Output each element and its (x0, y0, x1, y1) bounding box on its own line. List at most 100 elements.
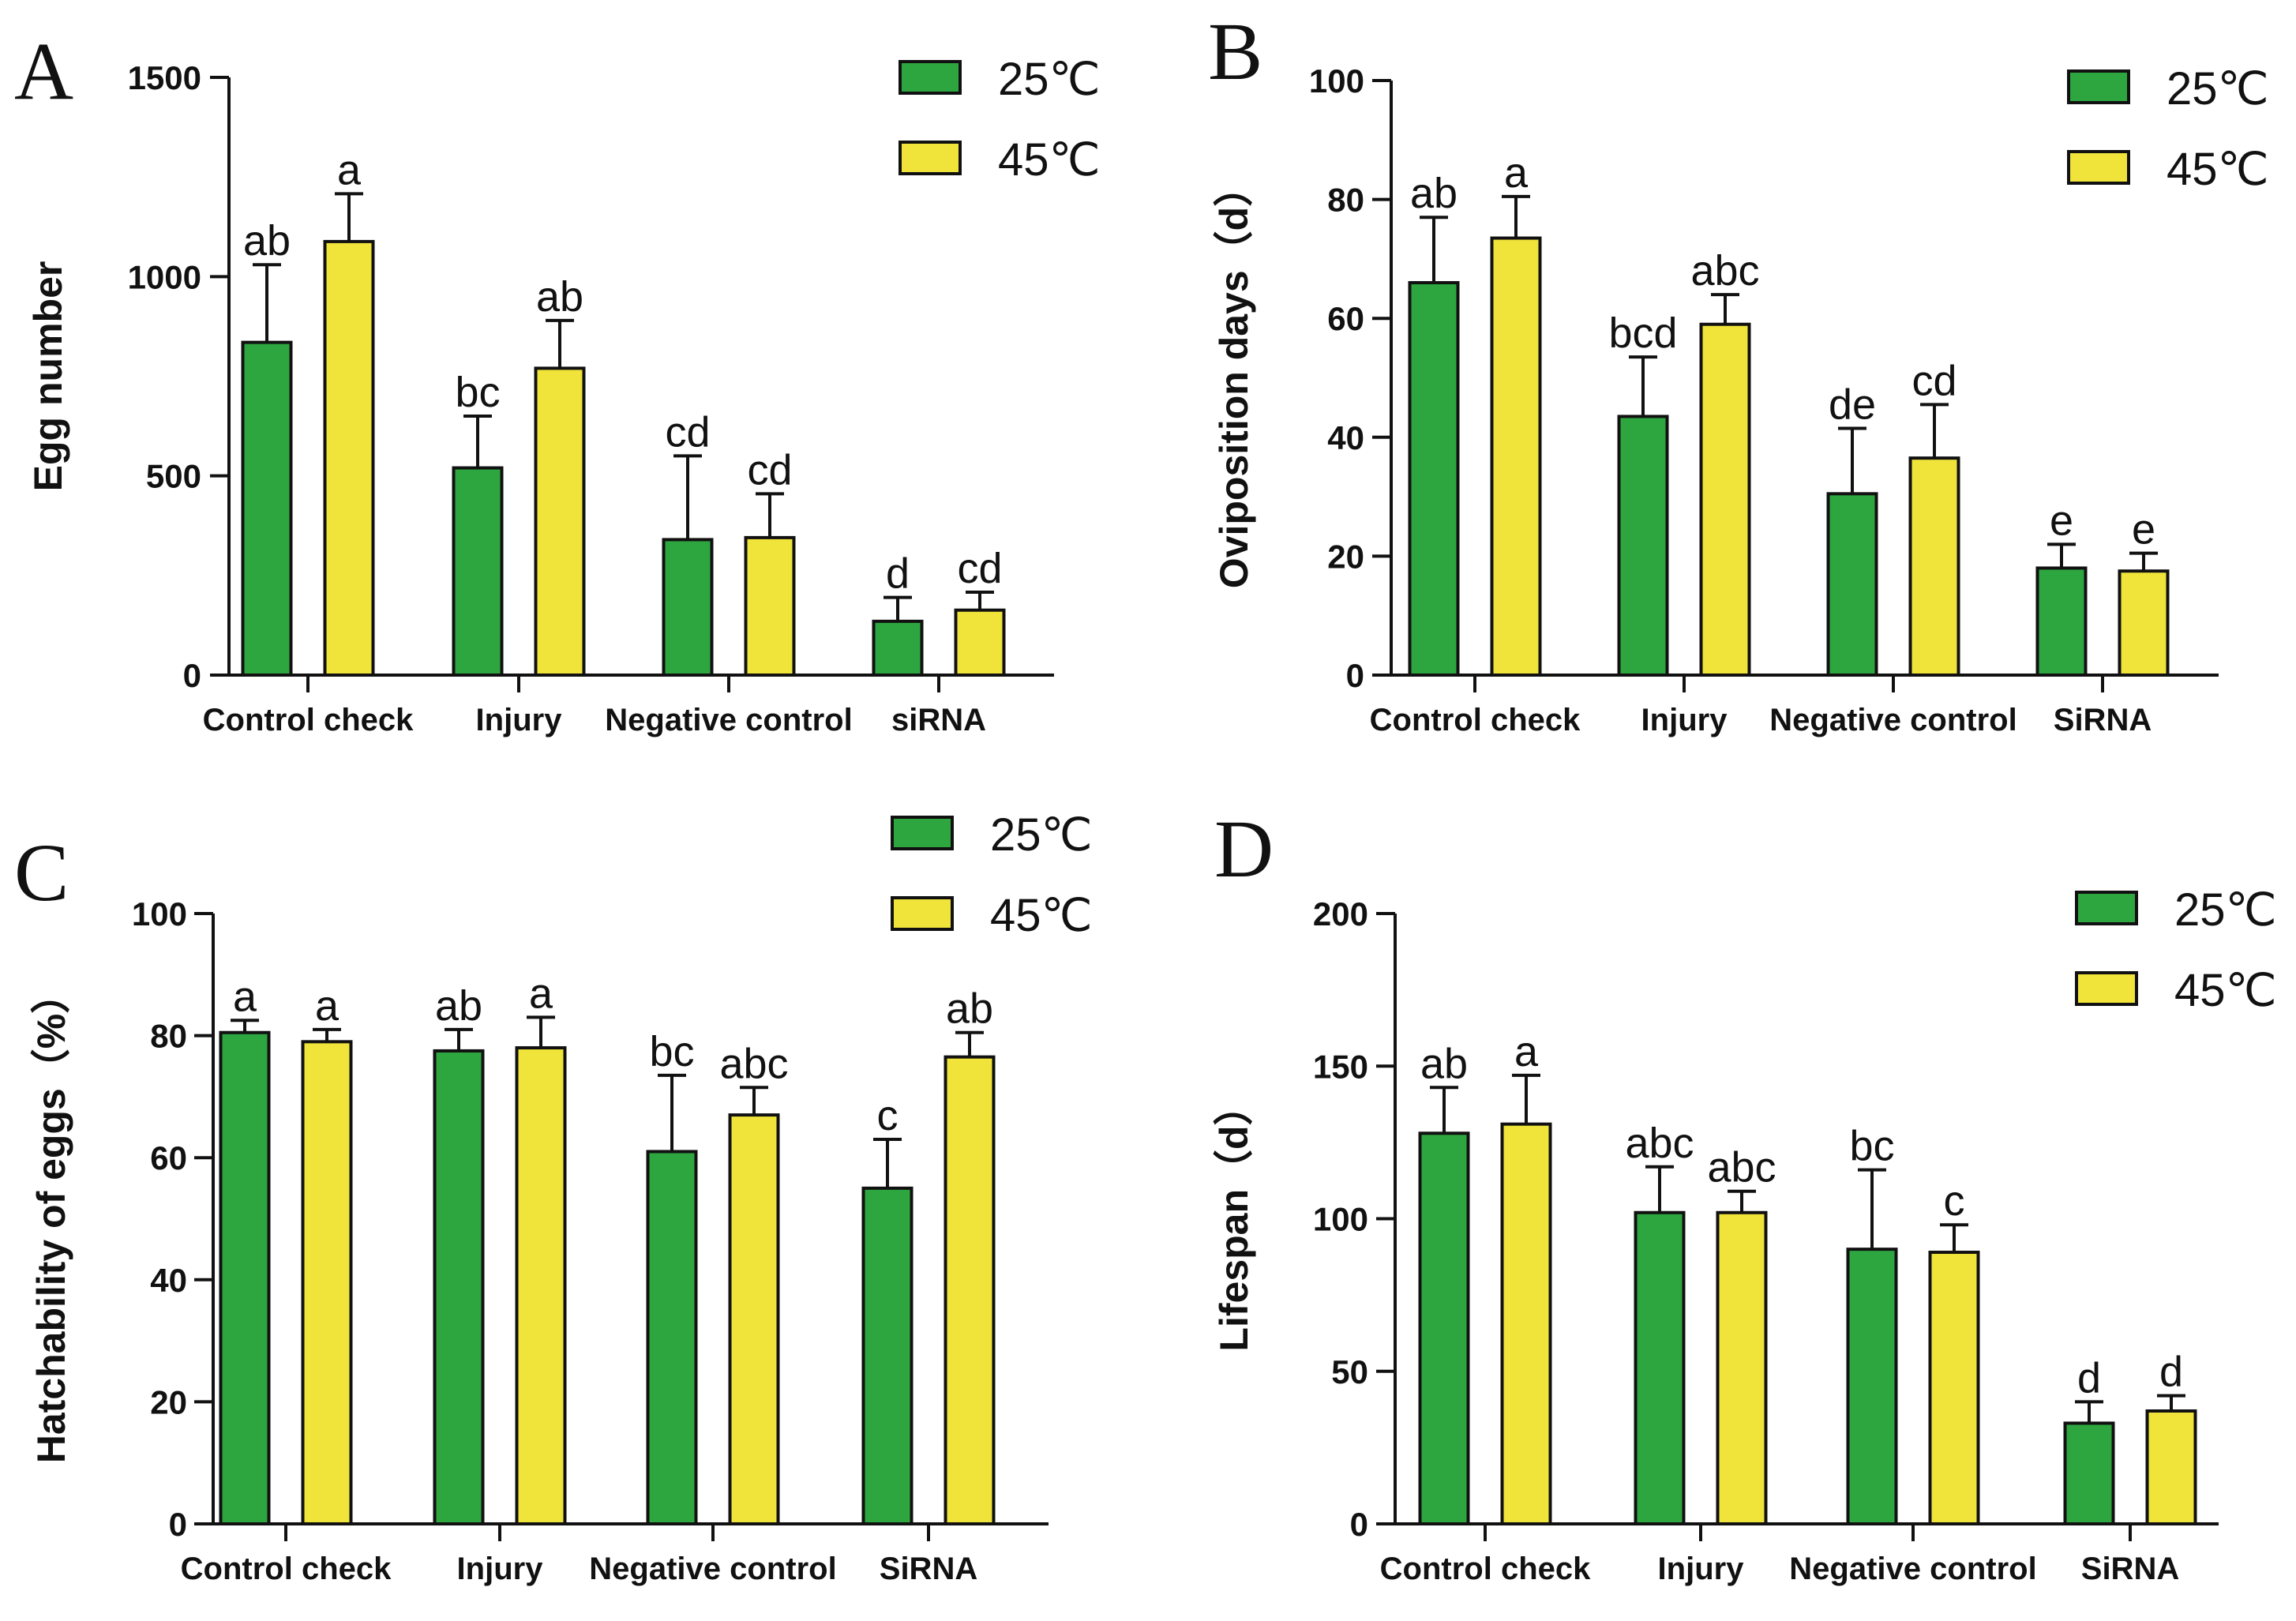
y-tick-label: 0 (169, 1506, 187, 1543)
y-tick-label: 80 (150, 1018, 187, 1055)
legend-label: 25℃ (2167, 63, 2269, 114)
bar (323, 239, 375, 677)
panel-c: C Hatchability of eggs（%） 0 20 40 60 80 100 Cont… (14, 809, 1093, 1586)
y-tick-label: 40 (1327, 419, 1364, 456)
significance-label: abc (1690, 247, 1759, 295)
y-tick-label: 0 (183, 657, 201, 694)
y-tick-label: 60 (1327, 300, 1364, 337)
bar (241, 340, 293, 677)
significance-label: a (529, 970, 553, 1017)
legend-swatch (891, 896, 954, 931)
significance-label: d (2159, 1349, 2183, 1396)
x-tick-label: Negative control (605, 703, 852, 737)
legend-label: 45℃ (990, 890, 1093, 941)
legend-label: 25℃ (998, 54, 1101, 105)
legend-swatch (2075, 971, 2138, 1006)
y-tick-label: 100 (132, 895, 187, 932)
panel-letter: D (1214, 804, 1274, 895)
panel-letter: A (14, 26, 73, 117)
x-tick-label: siRNA (891, 703, 986, 737)
significance-label: cd (1911, 357, 1956, 404)
x-tick-label: Injury (1658, 1552, 1745, 1586)
significance-label: d (2077, 1354, 2101, 1401)
x-tick-label: Negative control (589, 1552, 836, 1586)
panel-letter: C (14, 827, 69, 918)
panel-b: B Oviposition days（d） 0 20 40 60 80 100 Control … (1208, 6, 2269, 737)
significance-label: bc (649, 1028, 694, 1075)
legend-swatch (2067, 150, 2130, 185)
legend-label: 45℃ (2174, 965, 2277, 1016)
x-tick-label: Control check (1380, 1552, 1591, 1586)
panel-d: D Lifespan（d） 0 50 100 150 200 Control check Inj… (1212, 804, 2277, 1586)
bar (1418, 1131, 1470, 1526)
legend-swatch (899, 60, 962, 95)
panel-a: A Egg number 0 500 1000 1500 Control check Inju… (14, 26, 1101, 737)
x-tick-label: Control check (181, 1552, 392, 1586)
significance-label: bcd (1608, 310, 1677, 357)
legend-swatch (2067, 69, 2130, 104)
bar (954, 608, 1006, 677)
significance-label: ab (946, 985, 993, 1033)
bar (301, 1040, 353, 1525)
bar (534, 366, 586, 677)
bar (1826, 492, 1878, 677)
x-tick-label: Injury (476, 703, 563, 737)
significance-label: c (877, 1092, 899, 1139)
y-tick-label: 60 (150, 1139, 187, 1176)
y-tick-label: 0 (1346, 657, 1364, 694)
significance-label: a (315, 982, 340, 1030)
legend: 25℃ 45℃ (2075, 884, 2277, 1016)
bar (2118, 569, 2170, 677)
y-tick-label: 200 (1313, 895, 1368, 932)
y-tick-label: 100 (1313, 1201, 1368, 1238)
bar (2063, 1421, 2115, 1525)
significance-label: de (1829, 381, 1876, 429)
bar (515, 1046, 567, 1526)
bar (1846, 1248, 1898, 1526)
legend: 25℃ 45℃ (2067, 63, 2269, 195)
bar (1500, 1122, 1552, 1526)
legend-label: 45℃ (2167, 144, 2269, 195)
significance-label: abc (719, 1040, 788, 1087)
significance-label: d (886, 550, 910, 598)
x-tick-label: Control check (1370, 703, 1581, 737)
bar (944, 1055, 996, 1525)
bar (1634, 1210, 1686, 1526)
x-tick-label: SiRNA (880, 1552, 977, 1586)
y-tick-label: 500 (146, 458, 201, 495)
x-tick-label: Negative control (1769, 703, 2017, 737)
significance-label: bc (1849, 1123, 1894, 1170)
y-tick-label: 20 (1327, 538, 1364, 575)
bar (1617, 415, 1669, 677)
legend-label: 25℃ (2174, 884, 2277, 936)
y-tick-label: 150 (1313, 1048, 1368, 1085)
significance-label: cd (957, 545, 1002, 592)
legend-swatch (2075, 891, 2138, 925)
significance-label: cd (747, 446, 792, 493)
significance-label: a (233, 973, 257, 1020)
significance-label: a (337, 146, 362, 193)
legend-swatch (899, 141, 962, 175)
bar (744, 535, 796, 677)
bar (1928, 1251, 1980, 1525)
significance-label: abc (1707, 1144, 1776, 1191)
bar (219, 1030, 271, 1525)
bar (452, 466, 504, 677)
x-tick-label: SiRNA (2054, 703, 2152, 737)
x-tick-label: SiRNA (2081, 1552, 2179, 1586)
y-axis-label: Lifespan（d） (1212, 1086, 1256, 1351)
x-tick-label: Injury (1641, 703, 1728, 737)
legend: 25℃ 45℃ (891, 809, 1093, 941)
significance-label: ab (243, 217, 291, 265)
legend: 25℃ 45℃ (899, 54, 1101, 186)
significance-label: cd (665, 408, 710, 456)
significance-label: a (1504, 149, 1529, 197)
y-axis-label: Oviposition days（d） (1212, 167, 1256, 588)
significance-label: abc (1625, 1120, 1694, 1167)
legend-label: 25℃ (990, 809, 1093, 861)
panel-letter: B (1208, 6, 1262, 97)
bar (1716, 1210, 1768, 1526)
bar (1908, 456, 1960, 677)
legend-label: 45℃ (998, 134, 1101, 186)
